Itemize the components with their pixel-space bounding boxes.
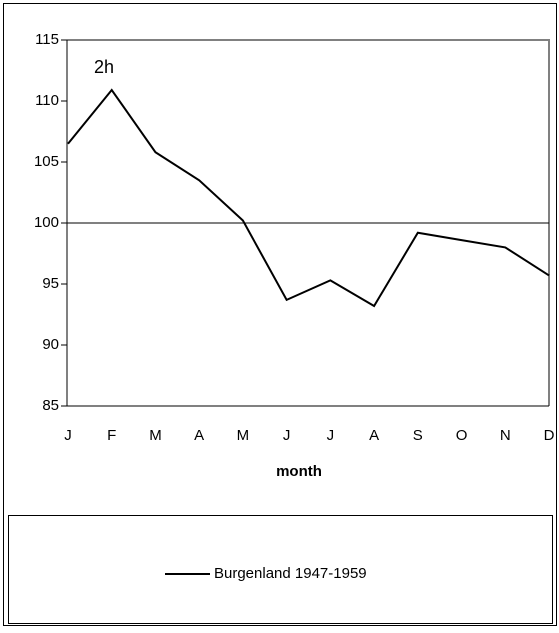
y-tick-label: 85 [42, 397, 59, 414]
y-tick-label: 110 [35, 92, 59, 109]
x-tick-label: D [544, 427, 555, 444]
x-tick-label: A [369, 427, 379, 444]
x-tick-label: A [194, 427, 204, 444]
x-tick-label: J [64, 427, 72, 444]
data-line [67, 88, 550, 308]
y-tick-label: 95 [42, 275, 59, 292]
legend-label: Burgenland 1947-1959 [214, 565, 367, 582]
y-tick-label: 90 [42, 336, 59, 353]
x-tick-label: S [413, 427, 423, 444]
x-tick-label: M [237, 427, 250, 444]
y-tick-label: 105 [34, 153, 59, 170]
plot-border [67, 39, 550, 406]
x-tick-label: N [500, 427, 511, 444]
annotation: 2h [94, 57, 114, 77]
x-tick-label: J [283, 427, 291, 444]
x-tick-label: O [456, 427, 468, 444]
legend-box [8, 515, 553, 624]
x-tick-label: J [327, 427, 335, 444]
x-axis-label: month [276, 463, 322, 480]
y-tick-label: 100 [34, 214, 59, 231]
y-tick-label: 115 [35, 31, 59, 48]
x-tick-label: M [149, 427, 162, 444]
x-tick-label: F [107, 427, 116, 444]
